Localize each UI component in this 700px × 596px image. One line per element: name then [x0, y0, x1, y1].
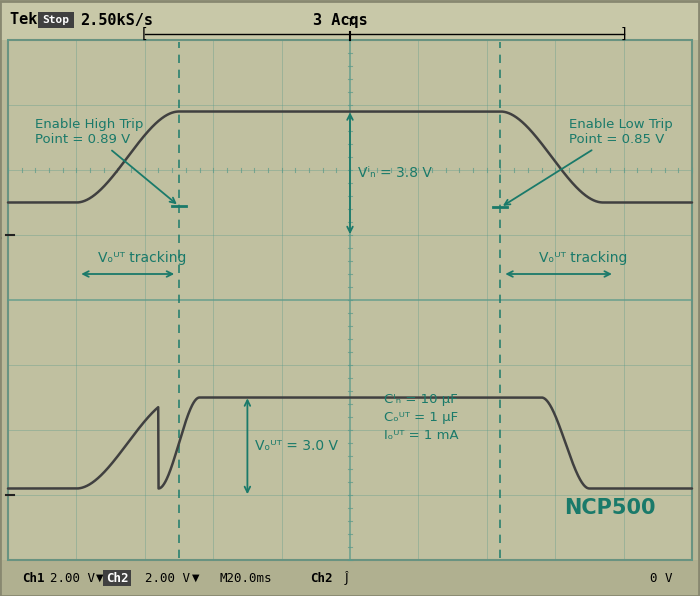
Text: Enable High Trip
Point = 0.89 V: Enable High Trip Point = 0.89 V — [36, 118, 175, 203]
Text: ▼: ▼ — [192, 573, 199, 583]
Text: Ch2: Ch2 — [310, 572, 332, 585]
Bar — [0, 0, 700, 40]
Text: T: T — [346, 18, 354, 28]
Text: Tek: Tek — [10, 13, 46, 27]
Text: Vₒᵁᵀ = 3.0 V: Vₒᵁᵀ = 3.0 V — [256, 439, 338, 453]
Bar — [0, 560, 700, 596]
Text: Ch1: Ch1 — [22, 572, 45, 585]
Text: NCP500: NCP500 — [564, 498, 656, 519]
Text: ▼: ▼ — [96, 573, 104, 583]
Text: M20.0ms: M20.0ms — [220, 572, 272, 585]
Text: Vⁱₙ = 3.8 V: Vⁱₙ = 3.8 V — [358, 166, 432, 180]
Bar — [8, 40, 692, 560]
Text: Ĵ: Ĵ — [345, 571, 349, 585]
Text: Vₒᵁᵀ tracking: Vₒᵁᵀ tracking — [98, 251, 186, 265]
Text: Stop: Stop — [43, 15, 69, 25]
Bar — [103, 570, 131, 586]
Bar — [38, 12, 74, 28]
Text: ]: ] — [621, 27, 626, 41]
Text: 2.50kS/s: 2.50kS/s — [80, 13, 153, 27]
Text: 2: 2 — [0, 488, 2, 502]
Text: 2.00 V: 2.00 V — [50, 572, 95, 585]
Text: 1: 1 — [0, 228, 2, 242]
Text: Cₒᵁᵀ = 1 µF: Cₒᵁᵀ = 1 µF — [384, 411, 458, 424]
Text: 0 V: 0 V — [650, 572, 673, 585]
Text: Iₒᵁᵀ = 1 mA: Iₒᵁᵀ = 1 mA — [384, 429, 458, 442]
Text: [: [ — [142, 27, 148, 41]
Text: Enable Low Trip
Point = 0.85 V: Enable Low Trip Point = 0.85 V — [505, 118, 673, 205]
Text: Vₒᵁᵀ tracking: Vₒᵁᵀ tracking — [538, 251, 627, 265]
Text: 2.00 V: 2.00 V — [145, 572, 190, 585]
Text: Cᴵₙ = 10 µF: Cᴵₙ = 10 µF — [384, 393, 458, 406]
Text: Ch2: Ch2 — [106, 572, 128, 585]
Text: 3 Acqs: 3 Acqs — [313, 13, 368, 27]
